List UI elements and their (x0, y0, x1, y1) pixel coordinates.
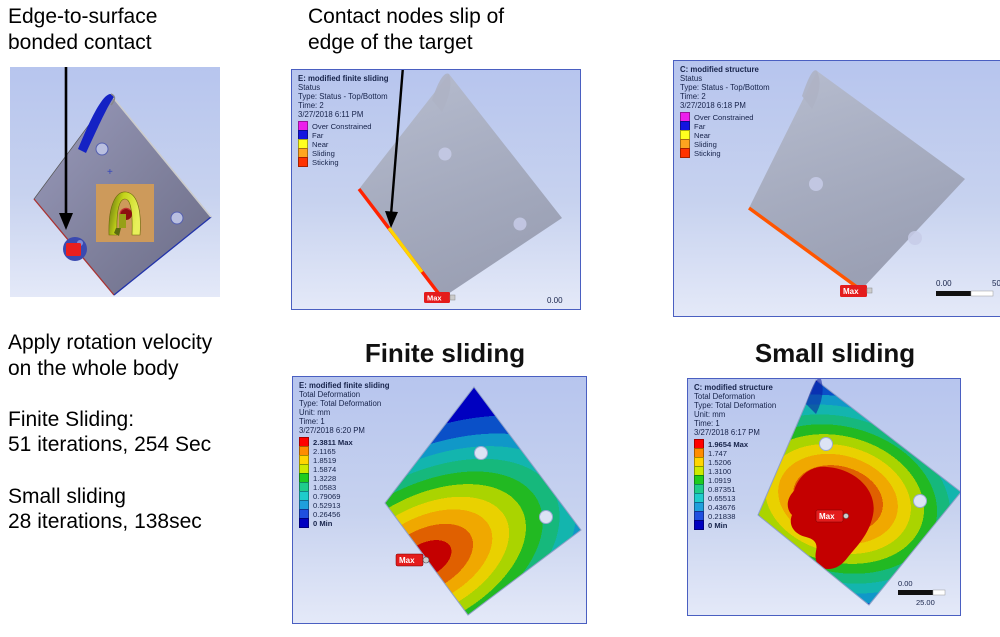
svg-text:0.00: 0.00 (898, 579, 913, 588)
svg-text:50: 50 (992, 279, 1000, 288)
svg-text:Max: Max (819, 512, 835, 521)
svg-text:0.00: 0.00 (936, 279, 952, 288)
svg-text:Max: Max (399, 556, 415, 565)
svg-text:0.00: 0.00 (547, 296, 563, 305)
svg-text:+: + (107, 167, 113, 178)
svg-text:25.00: 25.00 (916, 598, 935, 607)
svg-text:Max: Max (843, 287, 859, 296)
svg-text:Max: Max (427, 294, 442, 303)
